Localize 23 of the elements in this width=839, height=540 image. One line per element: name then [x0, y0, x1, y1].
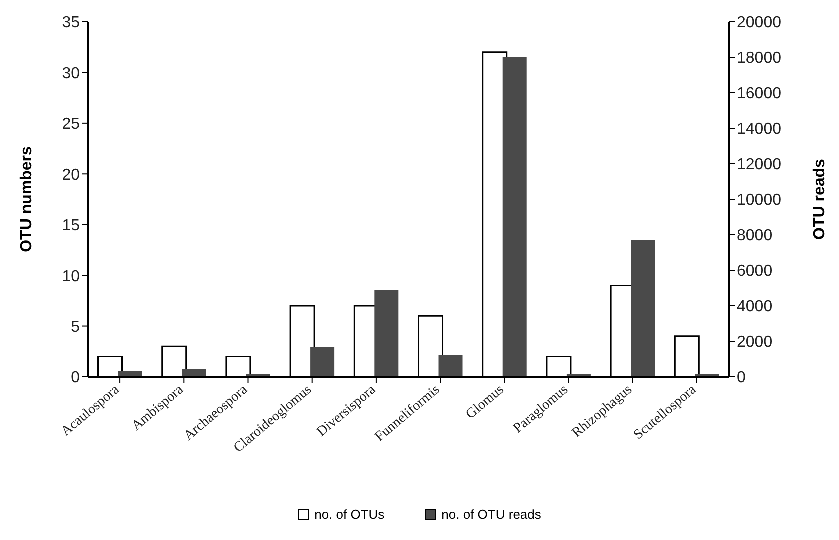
- y2-tick-label: 10000: [737, 192, 782, 210]
- y-tick-label: 10: [62, 268, 80, 286]
- y2-tick-label: 20000: [737, 14, 782, 32]
- y-tick-label: 30: [62, 65, 80, 82]
- y2-tick-label: 6000: [737, 263, 773, 280]
- y2-tick-label: 0: [737, 370, 746, 387]
- y2-tick-label: 14000: [737, 121, 782, 138]
- y-tick-label: 25: [62, 116, 80, 134]
- y2-tick-label: 4000: [737, 298, 773, 316]
- y2-tick-label: 12000: [737, 156, 782, 174]
- y-tick-label: 20: [62, 166, 80, 184]
- y-axis-title: OTU numbers: [18, 146, 36, 252]
- y2-tick-label: 2000: [737, 334, 773, 352]
- y-tick-label: 5: [71, 318, 80, 336]
- legend-label: no. of OTUs: [314, 507, 385, 522]
- y-tick-label: 0: [71, 370, 80, 387]
- y2-tick-label: 18000: [737, 50, 782, 68]
- y2-tick-label: 16000: [737, 86, 782, 103]
- y2-tick-label: 8000: [737, 228, 773, 245]
- y-tick-label: 35: [62, 14, 80, 32]
- legend-label: no. of OTU reads: [442, 507, 542, 522]
- y-tick-label: 15: [62, 218, 80, 235]
- y2-axis-title: OTU reads: [812, 158, 829, 240]
